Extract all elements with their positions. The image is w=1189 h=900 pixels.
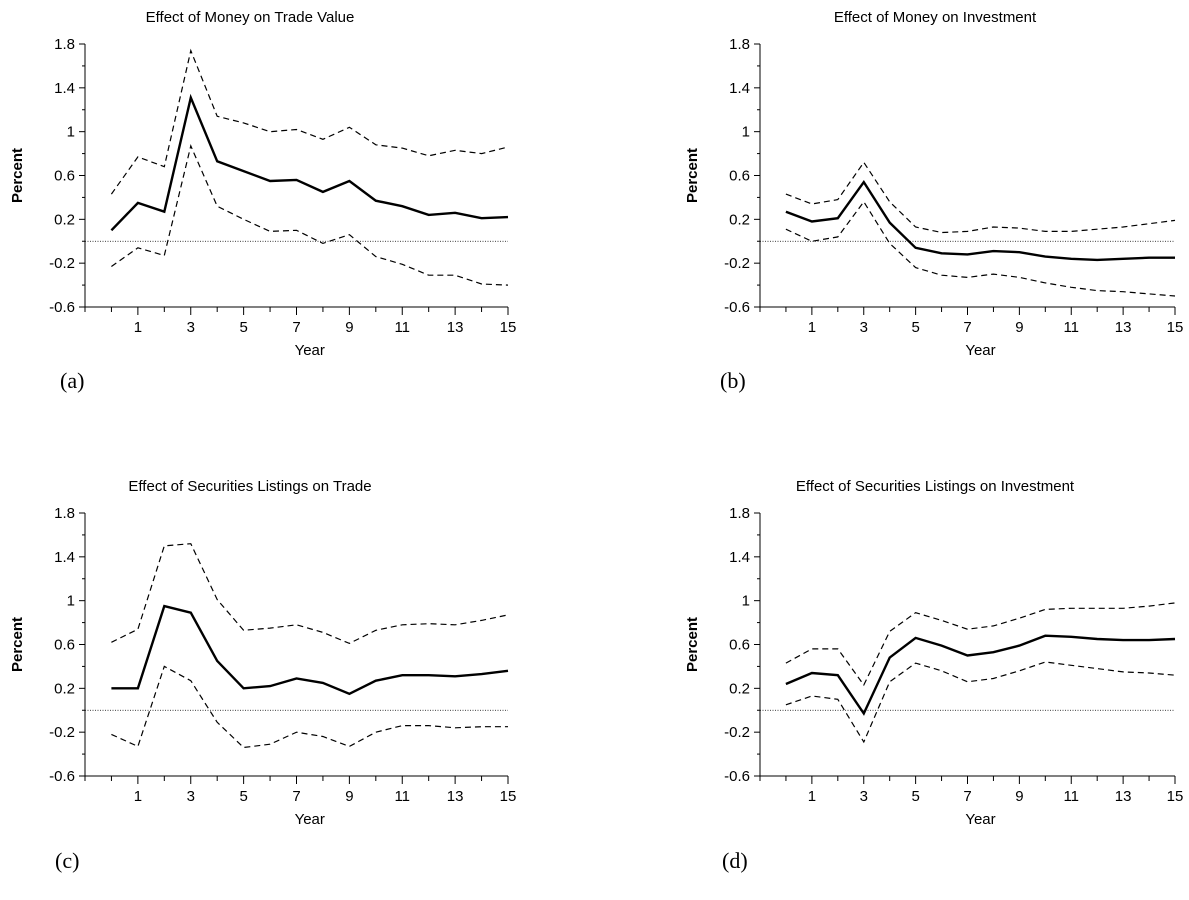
- series-line-upper-band: [111, 543, 509, 645]
- chart-panel-2: Effect of Money on Investment -0.6 -0.2 0.2…: [684, 9, 1183, 393]
- y-tick-label: -0.2: [49, 724, 75, 741]
- panel-letter: (d): [722, 848, 748, 873]
- series-line-lower-band: [111, 144, 509, 286]
- y-tick-label: 0.6: [729, 637, 750, 654]
- y-axis-label: Percent: [684, 148, 701, 203]
- x-tick-label: 11: [1063, 319, 1079, 336]
- y-tick-label: 1.4: [54, 549, 75, 566]
- series-line-upper-band: [785, 161, 1176, 234]
- chart-title: Effect of Money on Investment: [834, 9, 1037, 26]
- y-tick-label: -0.2: [724, 724, 750, 741]
- x-tick-label: 1: [134, 788, 142, 805]
- y-tick-label: 0.2: [729, 211, 750, 228]
- x-tick-label: 13: [1115, 788, 1132, 805]
- chart-panel-1: Effect of Money on Trade Value -0.6 -0.2 0.…: [9, 9, 516, 393]
- y-tick-label: 1: [67, 124, 75, 141]
- series-line-upper-band: [110, 48, 509, 195]
- chart-title: Effect of Securities Listings on Trade: [128, 478, 371, 495]
- x-tick-label: 13: [447, 788, 464, 805]
- panel-letter: (a): [60, 368, 84, 393]
- chart-panel-3: Effect of Securities Listings on Trade -0…: [9, 478, 516, 873]
- y-axis-label: Percent: [9, 148, 26, 203]
- y-tick-label: 0.6: [729, 168, 750, 185]
- y-tick-label: 0.6: [54, 637, 75, 654]
- x-axis-label: Year: [965, 342, 995, 359]
- chart-panel-4: Effect of Securities Listings on Investm…: [684, 478, 1183, 873]
- y-tick-label: -0.2: [49, 255, 75, 272]
- x-tick-label: 5: [911, 319, 919, 336]
- y-tick-label: 1.8: [54, 505, 75, 522]
- y-tick-label: 1.8: [729, 505, 750, 522]
- y-tick-label: -0.6: [49, 768, 75, 785]
- x-tick-label: 7: [292, 319, 300, 336]
- x-tick-label: 15: [1167, 788, 1184, 805]
- x-tick-label: 7: [963, 319, 971, 336]
- x-tick-label: 3: [187, 788, 195, 805]
- x-tick-label: 3: [187, 319, 195, 336]
- series-line-upper-band: [785, 602, 1176, 687]
- y-tick-label: 1.4: [729, 80, 750, 97]
- x-tick-label: 9: [1015, 788, 1023, 805]
- series-line-estimate: [785, 634, 1176, 716]
- x-tick-label: 3: [860, 319, 868, 336]
- y-tick-label: 1.8: [729, 36, 750, 53]
- y-tick-label: 1.4: [54, 80, 75, 97]
- y-tick-label: -0.6: [724, 768, 750, 785]
- x-tick-label: 9: [345, 319, 353, 336]
- y-tick-label: 0.6: [54, 168, 75, 185]
- series-line-estimate: [110, 93, 509, 232]
- y-tick-label: 1.8: [54, 36, 75, 53]
- x-tick-label: 7: [963, 788, 971, 805]
- y-tick-label: 1.4: [729, 549, 750, 566]
- y-tick-label: 0.2: [54, 211, 75, 228]
- x-tick-label: 11: [1063, 788, 1079, 805]
- x-tick-label: 11: [394, 788, 410, 805]
- x-tick-label: 11: [394, 319, 410, 336]
- panel-letter: (c): [55, 848, 79, 873]
- y-tick-label: 1: [742, 124, 750, 141]
- panel-letter: (b): [720, 368, 746, 393]
- series-line-estimate: [785, 179, 1175, 262]
- y-tick-label: 1: [67, 593, 75, 610]
- x-tick-label: 5: [239, 319, 247, 336]
- series-line-lower-band: [785, 200, 1176, 297]
- x-tick-label: 1: [808, 319, 816, 336]
- x-tick-label: 7: [292, 788, 300, 805]
- series-line-lower-band: [785, 661, 1176, 744]
- x-axis-label: Year: [295, 342, 325, 359]
- y-axis-label: Percent: [9, 617, 26, 672]
- y-axis-label: Percent: [684, 617, 701, 672]
- x-tick-label: 1: [134, 319, 142, 336]
- chart-title: Effect of Securities Listings on Investm…: [796, 478, 1075, 495]
- x-tick-label: 15: [500, 788, 517, 805]
- x-tick-label: 3: [860, 788, 868, 805]
- y-tick-label: -0.2: [724, 255, 750, 272]
- x-axis-label: Year: [295, 811, 325, 828]
- x-tick-label: 5: [911, 788, 919, 805]
- x-tick-label: 9: [345, 788, 353, 805]
- x-tick-label: 13: [447, 319, 464, 336]
- x-tick-label: 9: [1015, 319, 1023, 336]
- chart-title: Effect of Money on Trade Value: [146, 9, 355, 26]
- y-tick-label: 1: [742, 593, 750, 610]
- y-tick-label: -0.6: [724, 299, 750, 316]
- x-tick-label: 1: [808, 788, 816, 805]
- x-tick-label: 13: [1115, 319, 1132, 336]
- y-tick-label: -0.6: [49, 299, 75, 316]
- x-axis-label: Year: [965, 811, 995, 828]
- x-tick-label: 5: [239, 788, 247, 805]
- series-line-estimate: [111, 604, 509, 696]
- x-tick-label: 15: [500, 319, 517, 336]
- x-tick-label: 15: [1167, 319, 1184, 336]
- y-tick-label: 0.2: [729, 680, 750, 697]
- y-tick-label: 0.2: [54, 680, 75, 697]
- series-line-lower-band: [111, 665, 508, 749]
